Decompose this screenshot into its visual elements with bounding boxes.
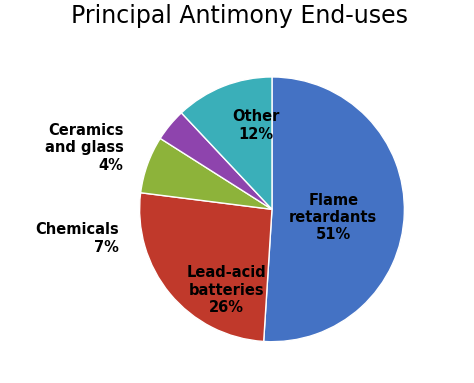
Text: Lead-acid
batteries
26%: Lead-acid batteries 26% [187, 265, 267, 315]
Wedge shape [141, 138, 272, 210]
Wedge shape [140, 193, 272, 341]
Text: Flame
retardants
51%: Flame retardants 51% [289, 193, 377, 242]
Wedge shape [264, 77, 404, 342]
Text: Other
12%: Other 12% [232, 109, 280, 142]
Text: Chemicals
7%: Chemicals 7% [35, 222, 118, 255]
Title: Principal Antimony End-uses: Principal Antimony End-uses [71, 4, 408, 28]
Wedge shape [182, 77, 272, 210]
Wedge shape [160, 113, 272, 210]
Text: Ceramics
and glass
4%: Ceramics and glass 4% [45, 123, 123, 173]
